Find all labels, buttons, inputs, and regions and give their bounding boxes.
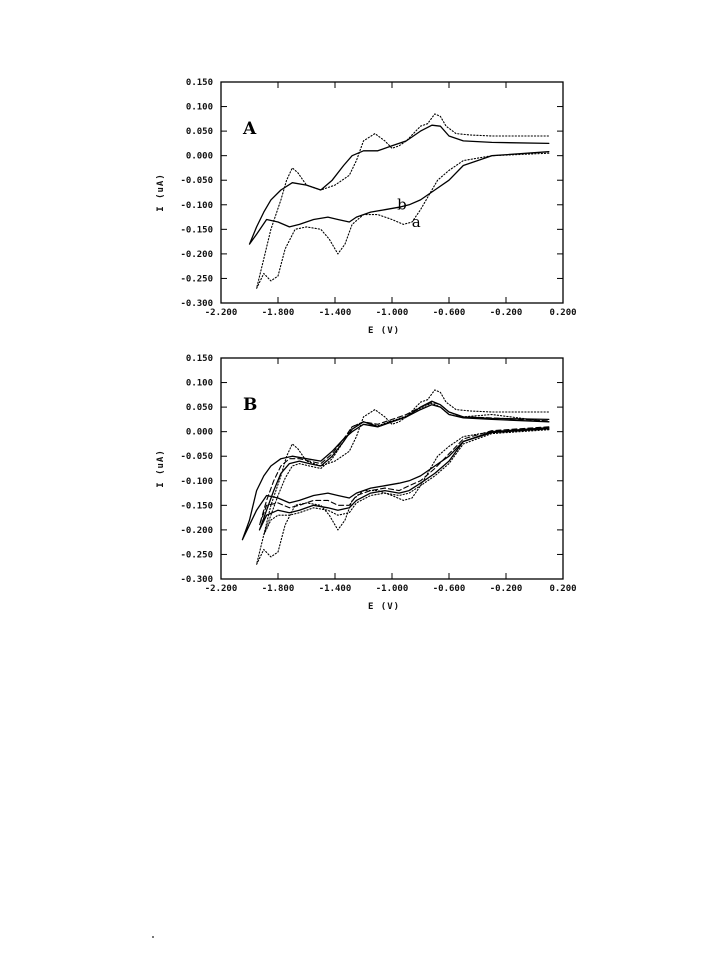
y-tick-label: -0.100 [180,477,213,487]
x-axis-title: E (V) [368,326,400,336]
y-tick-label: -0.200 [180,250,213,260]
x-tick-label: -1.000 [376,308,409,318]
x-tick-label: -0.600 [433,308,466,318]
x-tick-label: -0.200 [490,308,523,318]
series-b-line [248,124,550,245]
y-tick-label: -0.250 [180,550,213,560]
y-axis-title: I (uA) [156,173,166,212]
series-5-line [263,402,550,536]
y-tick-label: 0.000 [186,428,213,438]
panel-a: -2.200 -1.800 -1.400 -1.000 -0.600 -0.200 0.20… [156,78,577,336]
y-tick-label: -0.200 [180,526,213,536]
y-tick-label: 0.050 [186,127,213,137]
x-tick-label: -1.800 [262,308,295,318]
y-axis-title: I (uA) [156,449,166,488]
x-tick-label: -0.600 [433,584,466,594]
y-tick-label: -0.250 [180,274,213,284]
speck [152,936,154,938]
x-axis-title: E (V) [368,602,400,612]
curve-label-b: b [397,196,407,214]
y-tick-label: -0.050 [180,452,213,462]
x-tick-label: -1.400 [319,308,352,318]
x-tick-label: -1.800 [262,584,295,594]
plot-frame [220,81,564,304]
series-a-line [256,113,550,289]
y-tick-label: -0.100 [180,201,213,211]
x-tick-label: -0.200 [490,584,523,594]
x-tick-label: -1.000 [376,584,409,594]
x-tick-label: -2.200 [205,584,238,594]
y-tick-label: -0.300 [180,299,213,309]
plot-frame [220,357,564,580]
y-tick-label: 0.100 [186,379,213,389]
y-tick-label: 0.150 [186,354,213,364]
y-tick-label: -0.050 [180,176,213,186]
y-tick-label: -0.300 [180,575,213,585]
x-tick-label: 0.200 [549,584,576,594]
series-1-line [256,389,550,565]
panel-label: A [242,119,257,139]
panel-label: B [243,395,257,415]
y-tick-label: -0.150 [180,501,213,511]
curve-label-a: a [412,213,421,231]
x-tick-label: -1.400 [319,584,352,594]
y-tick-label: 0.050 [186,403,213,413]
x-tick-label: 0.200 [549,308,576,318]
y-tick-label: -0.150 [180,225,213,235]
y-tick-label: 0.000 [186,152,213,162]
panel-b: -2.200 -1.800 -1.400 -1.000 -0.600 -0.200 0.20… [156,354,577,612]
x-tick-label: -2.200 [205,308,238,318]
y-tick-label: 0.100 [186,103,213,113]
y-tick-label: 0.150 [186,78,213,88]
series-4-line [258,404,550,531]
